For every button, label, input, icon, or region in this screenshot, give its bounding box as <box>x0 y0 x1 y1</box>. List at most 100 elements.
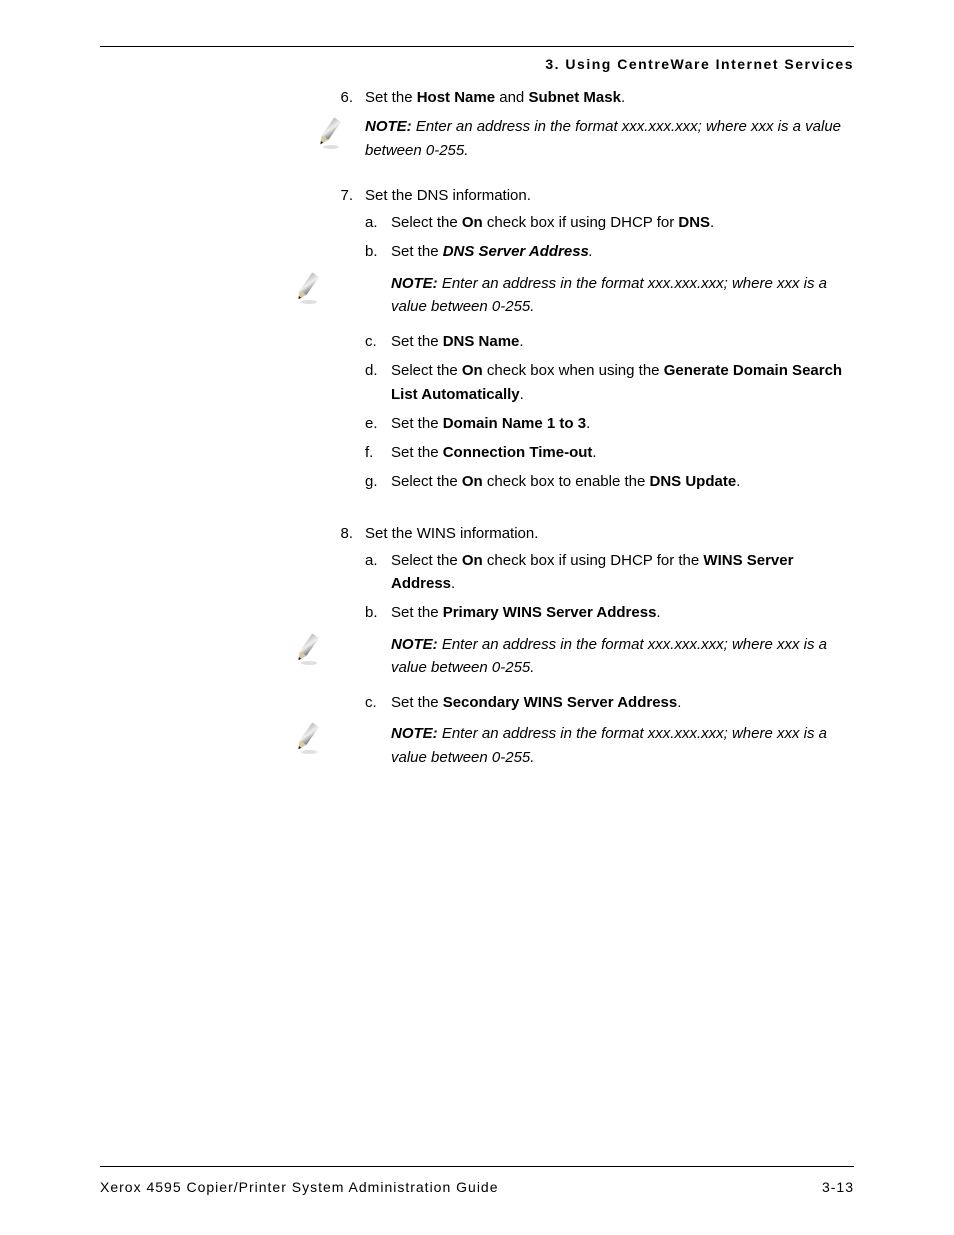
footer-guide-title: Xerox 4595 Copier/Printer System Adminis… <box>100 1179 499 1195</box>
sub-letter: a. <box>365 549 391 572</box>
note-label: NOTE: <box>391 275 438 292</box>
t: . <box>710 214 714 231</box>
note: NOTE: Enter an address in the format xxx… <box>365 272 854 319</box>
note-label: NOTE: <box>391 725 438 742</box>
note-label: NOTE: <box>365 118 412 135</box>
t: On <box>462 552 483 569</box>
t: Set the DNS information. <box>365 187 531 204</box>
sub-text: Select the On check box when using the G… <box>391 359 854 406</box>
t: Set the <box>391 694 443 711</box>
sub-text: Select the On check box to enable the DN… <box>391 470 854 493</box>
t: . <box>677 694 681 711</box>
footer-rule <box>100 1166 854 1167</box>
note-body: NOTE: Enter an address in the format xxx… <box>365 633 854 680</box>
note-label: NOTE: <box>391 636 438 653</box>
t: . <box>451 575 455 592</box>
t: . <box>592 444 596 461</box>
step-7: 7. Set the DNS information. a. Select th… <box>100 184 854 500</box>
sub-letter: g. <box>365 470 391 493</box>
step-text: Set the WINS information. a. Select the … <box>365 522 854 781</box>
sub-text: Set the Connection Time-out. <box>391 441 854 464</box>
substep-c: c. Set the Secondary WINS Server Address… <box>365 691 854 714</box>
sub-text: Set the DNS Name. <box>391 330 854 353</box>
substep-a: a. Select the On check box if using DHCP… <box>365 211 854 234</box>
content-area: 6. Set the Host Name and Subnet Mask. <box>100 86 854 787</box>
step-number: 7. <box>100 184 365 207</box>
pencil-note-icon <box>100 115 365 154</box>
sub-letter: f. <box>365 441 391 464</box>
t: On <box>462 362 483 379</box>
sub-letter: a. <box>365 211 391 234</box>
note-text: Enter an address in the format xxx.xxx.x… <box>391 636 827 676</box>
t: . <box>656 604 660 621</box>
sub-list: a. Select the On check box if using DHCP… <box>365 211 854 494</box>
t: Primary WINS Server Address <box>443 604 657 621</box>
t: Set the <box>391 333 443 350</box>
note: NOTE: Enter an address in the format xxx… <box>100 115 854 162</box>
step-number: 6. <box>100 86 365 109</box>
page: 3. Using CentreWare Internet Services 6.… <box>0 0 954 1235</box>
substep-b: b. Set the Primary WINS Server Address. <box>365 601 854 624</box>
step-number: 8. <box>100 522 365 545</box>
t: DNS Server Address <box>443 243 589 260</box>
t: . <box>520 386 524 403</box>
t: . <box>736 473 740 490</box>
substep-e: e. Set the Domain Name 1 to 3. <box>365 412 854 435</box>
t: Host Name <box>417 89 495 106</box>
chapter-heading: 3. Using CentreWare Internet Services <box>545 56 854 72</box>
t: . <box>589 243 593 260</box>
step-text: Set the Host Name and Subnet Mask. <box>365 86 854 109</box>
t: . <box>621 89 625 106</box>
t: check box when using the <box>483 362 664 379</box>
substep-a: a. Select the On check box if using DHCP… <box>365 549 854 596</box>
t: DNS <box>678 214 710 231</box>
note-text: Enter an address in the format xxx.xxx.x… <box>391 725 827 765</box>
sub-text: Select the On check box if using DHCP fo… <box>391 211 854 234</box>
t: Set the WINS information. <box>365 525 538 542</box>
t: Set the <box>391 444 443 461</box>
sub-letter: d. <box>365 359 391 382</box>
substep-f: f. Set the Connection Time-out. <box>365 441 854 464</box>
t: . <box>519 333 523 350</box>
header-rule <box>100 46 854 47</box>
t: DNS Update <box>650 473 737 490</box>
note-body: NOTE: Enter an address in the format xxx… <box>365 722 854 769</box>
t: check box to enable the <box>483 473 650 490</box>
t: Set the <box>391 415 443 432</box>
sub-letter: c. <box>365 330 391 353</box>
substep-g: g. Select the On check box to enable the… <box>365 470 854 493</box>
note-body: NOTE: Enter an address in the format xxx… <box>365 115 854 162</box>
t: Subnet Mask <box>528 89 621 106</box>
note: NOTE: Enter an address in the format xxx… <box>365 633 854 680</box>
t: On <box>462 214 483 231</box>
t: Secondary WINS Server Address <box>443 694 678 711</box>
note-body: NOTE: Enter an address in the format xxx… <box>365 272 854 319</box>
step-6: 6. Set the Host Name and Subnet Mask. <box>100 86 854 162</box>
t: . <box>586 415 590 432</box>
t: On <box>462 473 483 490</box>
note: NOTE: Enter an address in the format xxx… <box>365 722 854 769</box>
sub-text: Set the Secondary WINS Server Address. <box>391 691 854 714</box>
substep-d: d. Select the On check box when using th… <box>365 359 854 406</box>
sub-letter: b. <box>365 601 391 624</box>
footer-page-number: 3-13 <box>822 1179 854 1195</box>
sub-text: Select the On check box if using DHCP fo… <box>391 549 854 596</box>
t: Set the <box>391 604 443 621</box>
sub-letter: e. <box>365 412 391 435</box>
t: Select the <box>391 473 462 490</box>
t: Connection Time-out <box>443 444 593 461</box>
substep-c: c. Set the DNS Name. <box>365 330 854 353</box>
sub-letter: c. <box>365 691 391 714</box>
sub-text: Set the Primary WINS Server Address. <box>391 601 854 624</box>
note-text: Enter an address in the format xxx.xxx.x… <box>391 275 827 315</box>
t: Select the <box>391 362 462 379</box>
t: Domain Name 1 to 3 <box>443 415 586 432</box>
t: Select the <box>391 214 462 231</box>
sub-text: Set the DNS Server Address. <box>391 240 854 263</box>
sub-list: a. Select the On check box if using DHCP… <box>365 549 854 769</box>
t: and <box>495 89 528 106</box>
t: Select the <box>391 552 462 569</box>
t: Set the <box>391 243 443 260</box>
step-text: Set the DNS information. a. Select the O… <box>365 184 854 500</box>
t: Set the <box>365 89 417 106</box>
